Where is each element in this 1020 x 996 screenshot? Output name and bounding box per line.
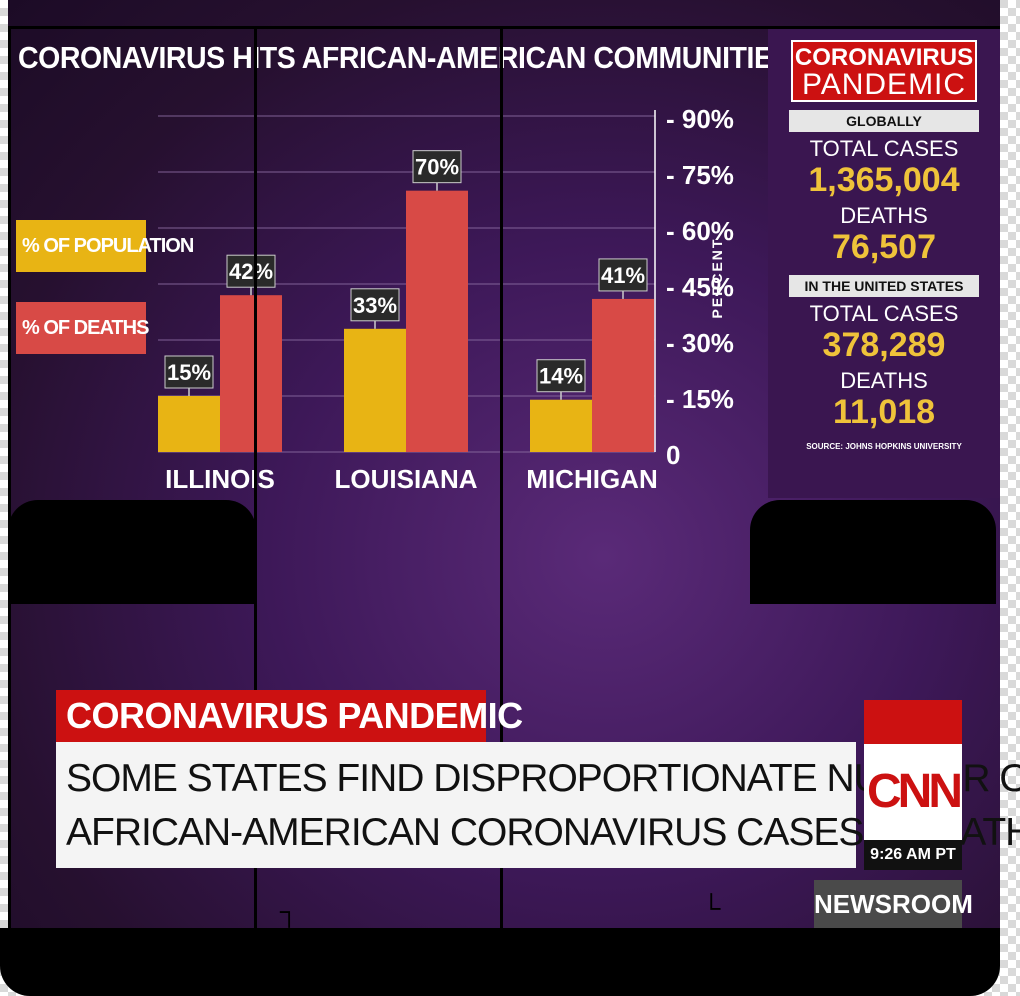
y-tick-label: - 45% [666,272,734,302]
corner-mark-left: ┐ [280,896,299,926]
stats-panel: CORONAVIRUS PANDEMIC GLOBALLY TOTAL CASE… [768,28,1000,498]
data-label: 15% [167,360,211,385]
x-tick-label: MICHIGAN [526,464,657,494]
data-label: 33% [353,293,397,318]
y-tick-label: - 30% [666,328,734,358]
us-band: IN THE UNITED STATES [789,274,979,297]
y-tick-label: 0 [666,440,680,470]
black-top-bar [8,26,1000,29]
cnn-logo: CNN [864,744,963,840]
black-overlay-left [8,500,256,604]
y-tick-label: - 15% [666,384,734,414]
us-deaths-value: 11,018 [832,393,936,432]
source-note: SOURCE: JOHNS HOPKINS UNIVERSITY [806,441,962,451]
data-label-box [536,359,586,393]
bar-population [158,396,220,452]
y-tick-label: - 60% [666,216,734,246]
legend-deaths: % OF DEATHS [16,302,149,354]
us-deaths-label: DEATHS [840,368,928,394]
black-footer-band [0,928,1000,996]
stats-header-line1: CORONAVIRUS [794,44,974,71]
global-cases-value: 1,365,004 [808,161,960,199]
global-cases-label: TOTAL CASES [809,136,959,161]
network-bug-top [864,700,962,744]
bar-population [344,328,406,452]
network-bug: CNN 9:26 AM PT [864,700,963,870]
us-cases-label: TOTAL CASES [809,300,959,326]
legend-population: % OF POPULATION [16,220,194,272]
data-label: 14% [539,364,583,389]
chart-title: CORONAVIRUS HITS AFRICAN-AMERICAN COMMUN… [18,40,792,75]
data-label: 42% [229,259,273,284]
bar-population [530,399,592,452]
us-cases-value: 378,289 [822,325,946,364]
black-overlay-right [750,500,996,604]
bar-deaths [406,190,468,452]
lower-third-headline: SOME STATES FIND DISPROPORTIONATE NUMBER… [56,742,1020,868]
clock: 9:26 AM PT [864,840,962,870]
globally-band: GLOBALLY [789,110,979,132]
bar-deaths [592,298,654,452]
global-deaths-value: 76,507 [832,228,936,267]
y-axis-label: PERCENT [709,238,725,319]
data-label-box [164,355,214,389]
data-label-box [412,150,462,184]
y-tick-label: - 75% [666,160,734,190]
data-label-box [598,258,648,292]
divider-line-1 [254,28,257,928]
lower-third-tag: CORONAVIRUS PANDEMIC [56,690,523,742]
headline-line2: AFRICAN-AMERICAN CORONAVIRUS CASES & DEA… [66,811,1020,854]
divider-line-3 [8,28,11,928]
data-label: 41% [601,263,645,288]
stats-header: CORONAVIRUS PANDEMIC [791,40,977,102]
stats-header-line2: PANDEMIC [801,68,967,101]
bar-deaths [220,295,282,452]
divider-line-2 [500,28,503,928]
y-tick-label: - 90% [666,104,734,134]
global-deaths-label: DEATHS [840,203,928,229]
show-name: NEWSROOM [814,880,973,928]
headline-line1: SOME STATES FIND DISPROPORTIONATE NUMBER… [66,757,1020,800]
x-tick-label: LOUISIANA [335,464,478,494]
data-label-box [226,254,276,288]
data-label: 70% [415,155,459,180]
corner-mark-right: ┐ [702,895,721,925]
data-label-box [350,288,400,322]
x-tick-label: ILLINOIS [165,464,275,494]
